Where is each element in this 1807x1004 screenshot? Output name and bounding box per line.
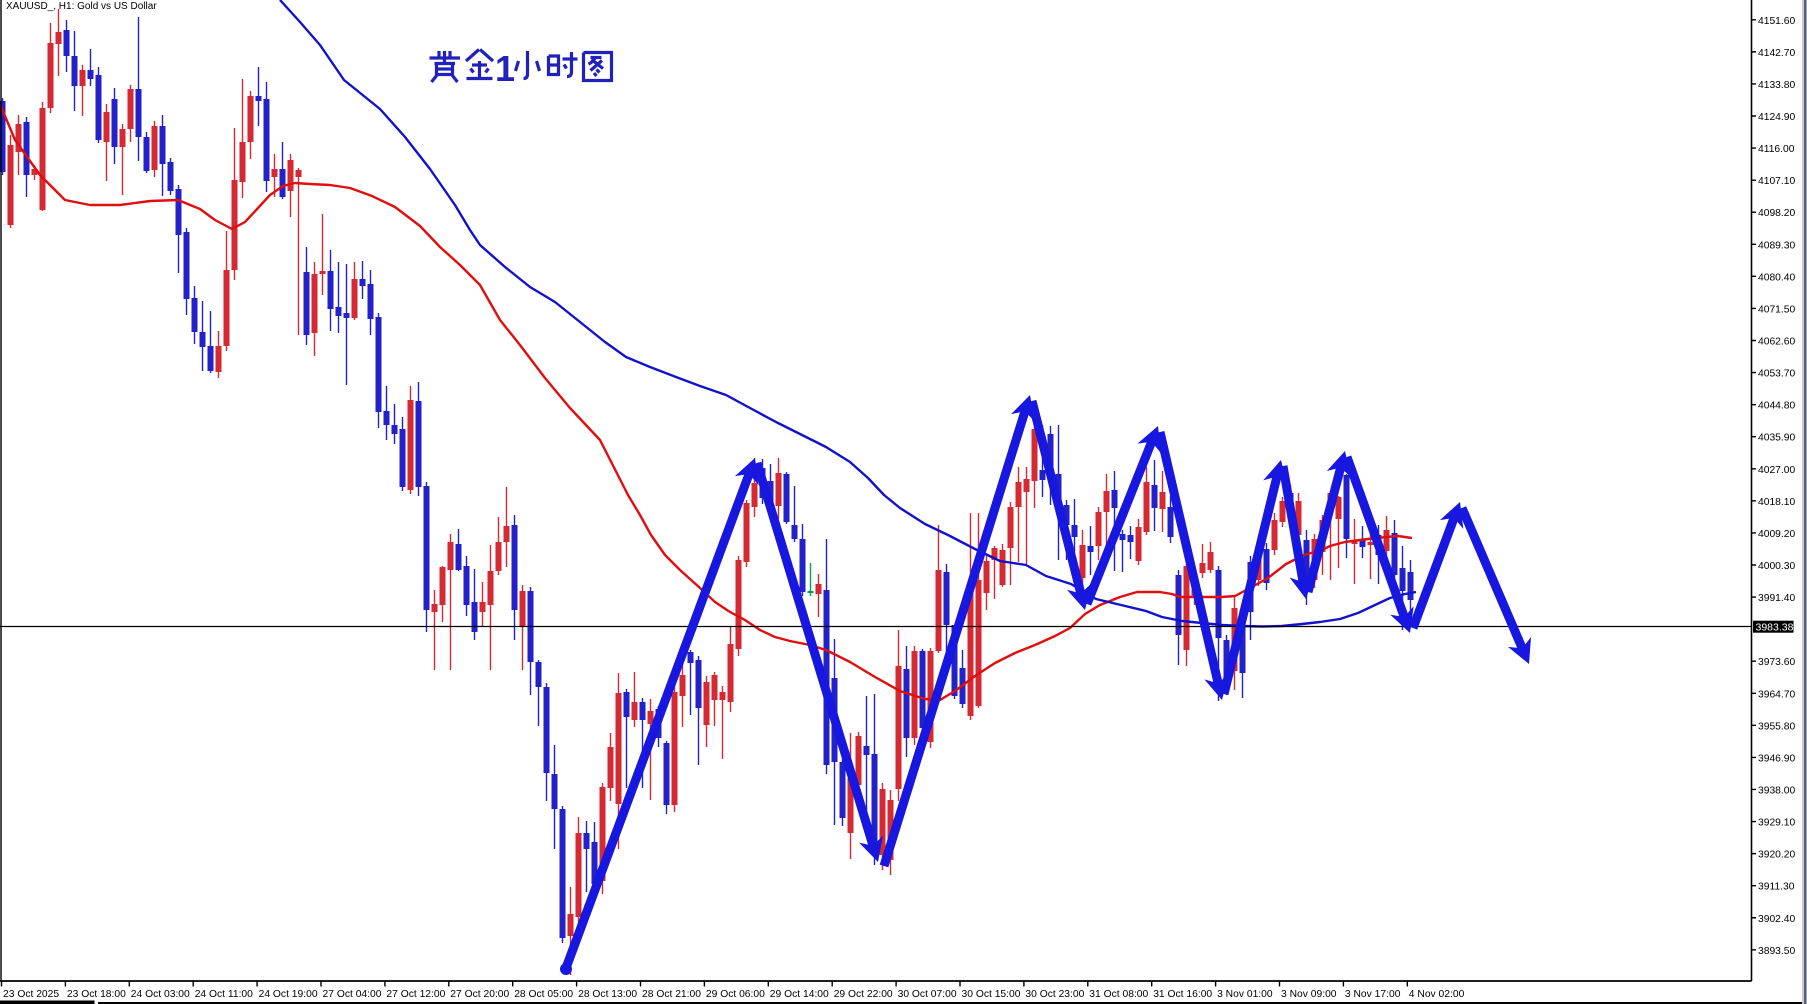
svg-text:23 Oct 2025: 23 Oct 2025	[3, 989, 59, 1000]
svg-text:4000.30: 4000.30	[1758, 561, 1795, 572]
svg-text:4124.90: 4124.90	[1758, 112, 1795, 123]
svg-text:3946.90: 3946.90	[1758, 753, 1795, 764]
svg-text:27 Oct 04:00: 27 Oct 04:00	[323, 989, 382, 1000]
svg-text:3893.50: 3893.50	[1758, 946, 1795, 957]
svg-text:4133.80: 4133.80	[1758, 80, 1795, 91]
svg-text:3 Nov 17:00: 3 Nov 17:00	[1345, 989, 1401, 1000]
svg-text:30 Oct 15:00: 30 Oct 15:00	[962, 989, 1021, 1000]
svg-text:3964.70: 3964.70	[1758, 689, 1795, 700]
svg-text:28 Oct 21:00: 28 Oct 21:00	[642, 989, 701, 1000]
svg-text:4089.30: 4089.30	[1758, 240, 1795, 251]
svg-text:4116.00: 4116.00	[1758, 144, 1795, 155]
svg-text:4 Nov 02:00: 4 Nov 02:00	[1409, 989, 1465, 1000]
svg-text:3973.60: 3973.60	[1758, 657, 1795, 668]
svg-text:31 Oct 08:00: 31 Oct 08:00	[1089, 989, 1148, 1000]
svg-text:29 Oct 14:00: 29 Oct 14:00	[770, 989, 829, 1000]
svg-text:4044.80: 4044.80	[1758, 401, 1795, 412]
svg-text:3929.10: 3929.10	[1758, 818, 1795, 829]
svg-text:3902.40: 3902.40	[1758, 914, 1795, 925]
svg-text:3938.00: 3938.00	[1758, 785, 1795, 796]
svg-text:4107.10: 4107.10	[1758, 176, 1795, 187]
svg-text:3911.30: 3911.30	[1758, 882, 1795, 893]
svg-text:4071.50: 4071.50	[1758, 304, 1795, 315]
svg-text:4018.10: 4018.10	[1758, 497, 1795, 508]
svg-text:31 Oct 16:00: 31 Oct 16:00	[1153, 989, 1212, 1000]
svg-text:1: 1	[495, 48, 515, 89]
svg-text:24 Oct 11:00: 24 Oct 11:00	[195, 989, 253, 1000]
svg-text:4009.20: 4009.20	[1758, 529, 1795, 540]
svg-text:3983.38: 3983.38	[1756, 622, 1794, 634]
svg-text:23 Oct 18:00: 23 Oct 18:00	[67, 989, 126, 1000]
svg-text:27 Oct 12:00: 27 Oct 12:00	[386, 989, 445, 1000]
svg-text:XAUUSD_, H1: Gold vs US Dolla: XAUUSD_, H1: Gold vs US Dollar	[6, 1, 157, 12]
svg-text:4151.60: 4151.60	[1758, 16, 1795, 27]
svg-text:4053.70: 4053.70	[1758, 369, 1795, 380]
svg-text:24 Oct 03:00: 24 Oct 03:00	[131, 989, 190, 1000]
svg-text:30 Oct 23:00: 30 Oct 23:00	[1025, 989, 1084, 1000]
svg-text:30 Oct 07:00: 30 Oct 07:00	[898, 989, 957, 1000]
svg-text:4027.00: 4027.00	[1758, 465, 1795, 476]
svg-text:4098.20: 4098.20	[1758, 208, 1795, 219]
svg-text:4062.60: 4062.60	[1758, 337, 1795, 348]
svg-text:3955.80: 3955.80	[1758, 721, 1795, 732]
svg-text:3 Nov 01:00: 3 Nov 01:00	[1217, 989, 1273, 1000]
svg-text:3991.40: 3991.40	[1758, 593, 1795, 604]
svg-text:28 Oct 13:00: 28 Oct 13:00	[578, 989, 637, 1000]
svg-text:4080.40: 4080.40	[1758, 272, 1795, 283]
svg-text:4142.70: 4142.70	[1758, 48, 1795, 59]
svg-text:29 Oct 06:00: 29 Oct 06:00	[706, 989, 765, 1000]
svg-text:29 Oct 22:00: 29 Oct 22:00	[834, 989, 893, 1000]
svg-text:3920.20: 3920.20	[1758, 850, 1795, 861]
svg-text:27 Oct 20:00: 27 Oct 20:00	[450, 989, 509, 1000]
svg-text:28 Oct 05:00: 28 Oct 05:00	[514, 989, 573, 1000]
svg-text:4035.90: 4035.90	[1758, 433, 1795, 444]
svg-text:24 Oct 19:00: 24 Oct 19:00	[259, 989, 318, 1000]
svg-text:3 Nov 09:00: 3 Nov 09:00	[1281, 989, 1337, 1000]
